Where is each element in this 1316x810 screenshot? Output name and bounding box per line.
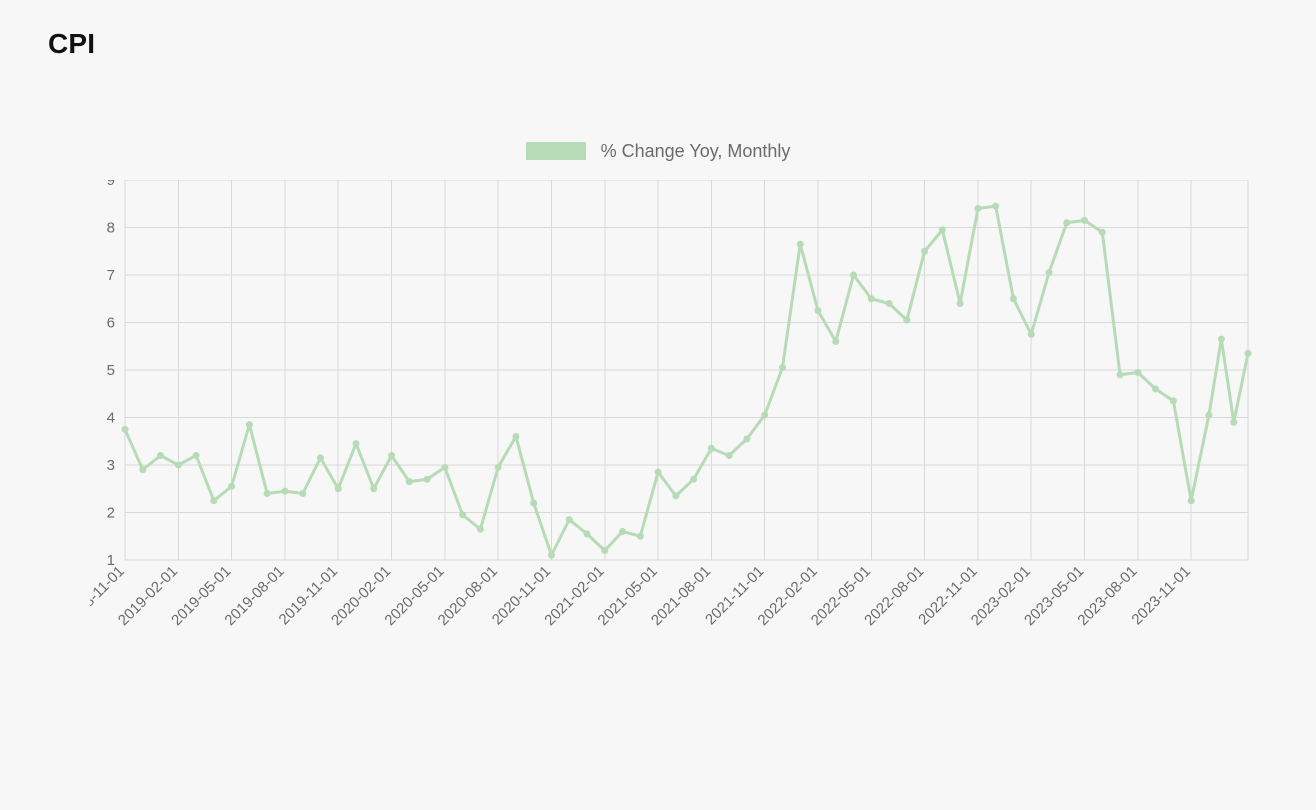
svg-text:4: 4 xyxy=(107,410,115,427)
svg-text:8: 8 xyxy=(107,220,115,237)
legend-label: % Change Yoy, Monthly xyxy=(601,141,791,161)
legend: % Change Yoy, Monthly xyxy=(0,140,1316,162)
chart-container: CPI % Change Yoy, Monthly 1234567892018-… xyxy=(0,0,1316,810)
svg-text:5: 5 xyxy=(107,362,115,379)
page-title: CPI xyxy=(48,28,95,60)
legend-swatch xyxy=(526,142,586,160)
chart-area: 1234567892018-11-012019-02-012019-05-012… xyxy=(90,180,1260,760)
svg-text:3: 3 xyxy=(107,457,115,474)
svg-text:6: 6 xyxy=(107,315,115,332)
line-chart-svg: 1234567892018-11-012019-02-012019-05-012… xyxy=(90,180,1260,760)
svg-text:7: 7 xyxy=(107,267,115,284)
svg-text:2: 2 xyxy=(107,505,115,522)
svg-text:9: 9 xyxy=(107,180,115,189)
